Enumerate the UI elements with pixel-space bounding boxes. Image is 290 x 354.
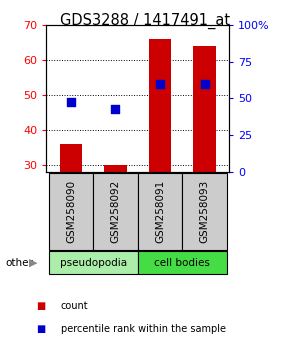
Text: ▶: ▶	[29, 258, 38, 268]
Bar	[60, 144, 82, 270]
Text: GDS3288 / 1417491_at: GDS3288 / 1417491_at	[60, 12, 230, 29]
Text: count: count	[61, 301, 88, 311]
Point	[113, 106, 118, 112]
Text: GSM258092: GSM258092	[110, 180, 120, 243]
Text: pseudopodia: pseudopodia	[60, 258, 127, 268]
Bar	[193, 46, 216, 270]
Text: other: other	[6, 258, 34, 268]
Text: GSM258090: GSM258090	[66, 180, 76, 243]
Point	[69, 99, 73, 104]
Text: GSM258091: GSM258091	[155, 180, 165, 243]
Text: cell bodies: cell bodies	[154, 258, 210, 268]
Bar	[104, 165, 127, 270]
Text: ■: ■	[36, 301, 45, 311]
Text: GSM258093: GSM258093	[200, 180, 210, 243]
Text: ■: ■	[36, 324, 45, 334]
Point	[158, 81, 162, 87]
Bar	[149, 39, 171, 270]
Text: percentile rank within the sample: percentile rank within the sample	[61, 324, 226, 334]
Point	[202, 81, 207, 87]
